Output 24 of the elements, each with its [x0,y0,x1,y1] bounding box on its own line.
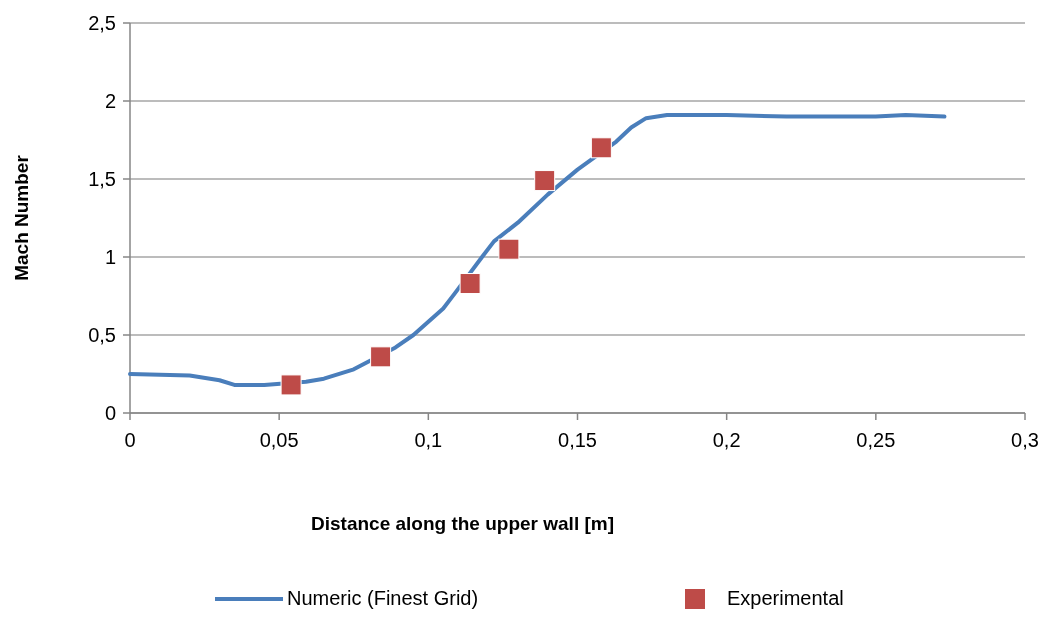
y-tick-label: 2,5 [88,12,116,34]
point [590,137,612,159]
point [498,238,520,260]
y-tick-label: 0 [104,402,116,424]
x-tick-label: 0,05 [259,429,299,451]
y-tick-label: 1,5 [88,168,116,190]
point [534,170,556,192]
x-axis-title: Distance along the upper wall [m] [311,513,614,534]
x-tick-label: 0 [124,429,136,451]
y-tick-label: 1 [104,246,116,268]
line-series [128,113,947,387]
y-tick-label: 0,5 [88,324,116,346]
y-tick-label: 2 [104,90,116,112]
x-tick-label: 0,1 [414,429,443,451]
point [370,346,392,368]
legend-label: Numeric (Finest Grid) [287,587,479,609]
x-tick-label: 0,2 [712,429,741,451]
x-tick-label: 0,3 [1011,429,1039,451]
x-tick-label: 0,15 [558,429,597,451]
legend-label: Experimental [727,587,844,609]
x-tick-label: 0,25 [856,429,896,451]
y-axis-title: Mach Number [11,154,32,281]
point [280,374,302,396]
point [459,273,481,295]
